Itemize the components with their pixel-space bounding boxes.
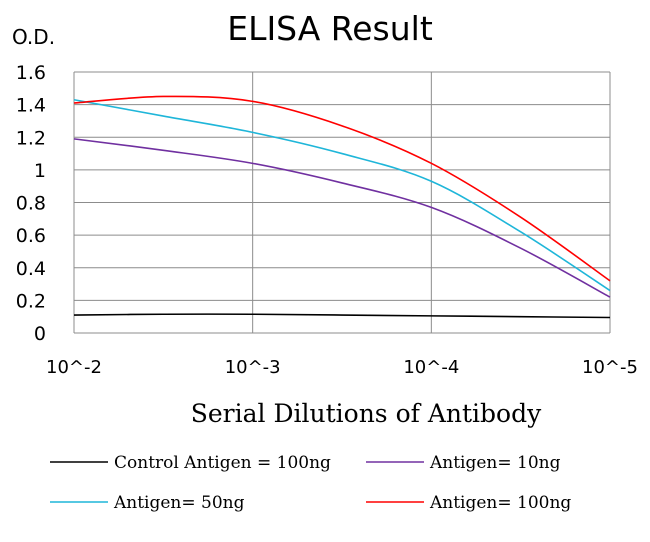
legend-item-antigen-10ng: Antigen= 10ng (366, 453, 561, 473)
legend-label-100ng: Antigen= 100ng (429, 493, 571, 513)
series-line-antigen-100ng (73, 95, 611, 282)
series-line-antigen-10ng (73, 138, 611, 298)
y-tick-label: 1.6 (16, 62, 46, 84)
legend-label-control: Control Antigen = 100ng (114, 453, 331, 473)
x-axis-label: Serial Dilutions of Antibody (191, 399, 542, 428)
legend-item-antigen-50ng: Antigen= 50ng (50, 493, 245, 513)
y-tick-label: 0.2 (16, 290, 46, 312)
series-line-antigen-50ng (73, 98, 611, 292)
series-line-control-antigen (73, 313, 611, 319)
y-tick-label: 1.2 (16, 127, 46, 149)
y-tick-label: 1 (34, 160, 46, 182)
grid (73, 71, 611, 334)
x-tick-label: 10^-2 (46, 357, 102, 378)
chart-title: ELISA Result (227, 9, 433, 48)
legend-item-antigen-100ng: Antigen= 100ng (366, 493, 571, 513)
y-tick-labels: 0 0.2 0.4 0.6 0.8 1 1.2 1.4 1.6 (16, 62, 46, 345)
y-axis-label: O.D. (12, 25, 55, 49)
legend-item-control-antigen: Control Antigen = 100ng (50, 453, 331, 473)
x-tick-label: 10^-3 (225, 357, 281, 378)
y-tick-label: 0.4 (16, 258, 46, 280)
y-tick-label: 1.4 (16, 95, 46, 117)
legend-label-10ng: Antigen= 10ng (429, 453, 561, 473)
y-tick-label: 0.6 (16, 225, 46, 247)
legend-label-50ng: Antigen= 50ng (113, 493, 245, 513)
legend: Control Antigen = 100ng Antigen= 10ng An… (50, 453, 571, 513)
series-lines (73, 95, 611, 319)
x-tick-label: 10^-4 (403, 357, 459, 378)
y-tick-label: 0 (34, 323, 46, 345)
x-tick-labels: 10^-2 10^-3 10^-4 10^-5 (46, 357, 638, 378)
y-tick-label: 0.8 (16, 193, 46, 215)
x-tick-label: 10^-5 (582, 357, 638, 378)
